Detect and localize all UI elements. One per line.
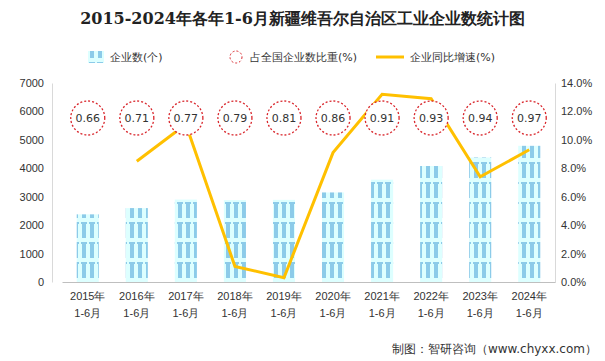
x-tick-label: 2022年1-6月: [413, 290, 448, 320]
share-circle: [316, 101, 350, 135]
share-label: 0.81: [272, 112, 297, 125]
y-tick: 6000: [20, 105, 52, 117]
x-tick: 2017年1-6月: [168, 282, 203, 319]
x-axis-line: [63, 282, 556, 283]
legend-label: 企业数(个): [110, 51, 163, 64]
y-tick-label: 1000: [20, 248, 44, 260]
legend-swatch: [376, 56, 404, 59]
y-tick: 7000: [20, 77, 52, 89]
share-circle: [169, 101, 203, 135]
y-tick-label: 0: [38, 276, 44, 288]
bar: [175, 200, 197, 282]
y2-tick-label: 8.0%: [561, 162, 586, 174]
y2-tick-label: 6.0%: [561, 191, 586, 203]
y2-tick-label: 10.0%: [561, 134, 592, 146]
x-tick: 2018年1-6月: [217, 282, 252, 319]
share-circle: [218, 101, 252, 135]
y-tick-label: 7000: [20, 77, 44, 89]
y-tick: 1000: [20, 248, 52, 260]
bar: [420, 166, 442, 282]
x-tick: 2024年1-6月: [512, 282, 547, 319]
share-label: 0.66: [76, 112, 101, 125]
share-circle: [414, 101, 448, 135]
x-tick: 2015年1-6月: [70, 282, 105, 319]
x-tick-label: 2016年1-6月: [119, 290, 154, 320]
share-circle: [71, 101, 105, 135]
x-tick: 2022年1-6月: [413, 282, 448, 319]
bar: [273, 200, 295, 282]
y-tick: 4000: [20, 162, 52, 174]
legend: 企业数(个) 占全国企业数比重(%) 企业同比增速(%): [88, 51, 495, 64]
y-tick-label: 2000: [20, 219, 44, 231]
share-labels: 0.66 0.71 0.77 0.79 0.81 0.86 0.91 0.93 0.94 0.97: [71, 101, 546, 135]
share-label: 0.93: [419, 112, 444, 125]
y2-tick-label: 12.0%: [561, 105, 592, 117]
y2-axis-line: [555, 84, 556, 283]
legend-swatch: [230, 51, 242, 63]
x-tick-label: 2024年1-6月: [512, 290, 547, 320]
y-tick: 3000: [20, 191, 52, 203]
y2-tick: 14.0%: [555, 77, 592, 89]
y2-tick: 4.0%: [555, 219, 586, 231]
y2-tick: 2.0%: [555, 248, 586, 260]
line: [137, 94, 529, 277]
x-tick: 2023年1-6月: [462, 282, 497, 319]
y2-tick-label: 14.0%: [561, 77, 592, 89]
y2-tick: 12.0%: [555, 105, 592, 117]
y2-tick: 8.0%: [555, 162, 586, 174]
x-tick-label: 2019年1-6月: [266, 290, 301, 320]
chart: 2015-2024年各年1-6月新疆维吾尔自治区工业企业数统计图 0 1000 200…: [0, 0, 605, 361]
bar: [518, 146, 540, 282]
legend-label: 占全国企业数比重(%): [250, 51, 357, 64]
x-tick-label: 2015年1-6月: [70, 290, 105, 320]
x-tick-label: 2017年1-6月: [168, 290, 203, 320]
y-tick: 5000: [20, 134, 52, 146]
x-tick: 2019年1-6月: [266, 282, 301, 319]
share-label: 0.86: [321, 112, 346, 125]
legend-swatch: [88, 51, 104, 63]
x-tick: 2021年1-6月: [364, 282, 399, 319]
y2-tick: 10.0%: [555, 134, 592, 146]
x-tick-label: 2021年1-6月: [364, 290, 399, 320]
share-label: 0.94: [468, 112, 493, 125]
share-label: 0.77: [174, 112, 199, 125]
y-tick-label: 4000: [20, 162, 44, 174]
share-circle: [120, 101, 154, 135]
y-axis: 0 1000 2000 3000 4000 5000 6000 7000: [20, 77, 53, 288]
y-axis-line: [52, 84, 53, 283]
y-tick: 2000: [20, 219, 52, 231]
x-tick-label: 2020年1-6月: [315, 290, 350, 320]
legend-label: 企业同比增速(%): [410, 51, 495, 64]
source: 制图：智研咨询（www.chyxx.com）: [392, 342, 597, 356]
share-label: 0.91: [370, 112, 395, 125]
y2-tick-label: 0.0%: [561, 276, 586, 288]
y2-tick: 0.0%: [555, 276, 586, 288]
bar: [371, 180, 393, 282]
y-tick: 0: [38, 276, 52, 288]
share-circle: [365, 101, 399, 135]
title: 2015-2024年各年1-6月新疆维吾尔自治区工业企业数统计图: [80, 9, 525, 28]
bar: [126, 208, 148, 282]
share-circle: [267, 101, 301, 135]
share-label: 0.79: [223, 112, 248, 125]
x-tick-label: 2018年1-6月: [217, 290, 252, 320]
y-tick-label: 6000: [20, 105, 44, 117]
x-tick: 2016年1-6月: [119, 282, 154, 319]
bar: [77, 214, 99, 282]
x-tick: 2020年1-6月: [315, 282, 350, 319]
y-tick-label: 5000: [20, 134, 44, 146]
x-tick-label: 2023年1-6月: [462, 290, 497, 320]
y2-tick-label: 2.0%: [561, 248, 586, 260]
y2-axis: 0.0% 2.0% 4.0% 6.0% 8.0% 10.0% 12.0% 14.0%: [555, 77, 592, 288]
share-label: 0.71: [125, 112, 150, 125]
y2-tick: 6.0%: [555, 191, 586, 203]
share-label: 0.97: [517, 112, 542, 125]
share-circle: [512, 101, 546, 135]
y2-tick-label: 4.0%: [561, 219, 586, 231]
share-circle: [463, 101, 497, 135]
y-tick-label: 3000: [20, 191, 44, 203]
bar: [322, 192, 344, 282]
x-axis: 2015年1-6月 2016年1-6月 2017年1-6月 2018年1-6月 2019…: [63, 282, 556, 319]
plot-area: [77, 94, 541, 282]
